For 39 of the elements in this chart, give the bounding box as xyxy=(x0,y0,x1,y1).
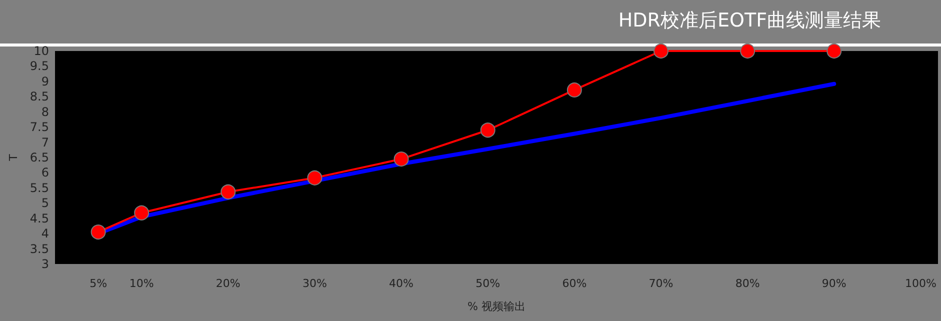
x-tick-label: 70% xyxy=(648,277,674,290)
x-tick-label: 60% xyxy=(562,277,587,290)
y-tick-label: 7 xyxy=(41,135,49,150)
x-tick-label: 30% xyxy=(302,277,327,290)
y-tick-label: 6 xyxy=(41,166,49,180)
point xyxy=(653,44,668,58)
y-tick-label: 8.5 xyxy=(30,90,49,104)
point xyxy=(566,82,582,98)
y-tick-label: 5.5 xyxy=(30,180,49,195)
y-tick-label: 8 xyxy=(41,104,49,119)
x-tick-label: 50% xyxy=(476,277,500,290)
y-tick-label: 3.5 xyxy=(30,242,49,256)
x-tick-label: 90% xyxy=(822,277,846,290)
point xyxy=(90,224,106,240)
chart-title: HDR校准后EOTF曲线测量结果 xyxy=(618,10,882,32)
y-tick-label: 10 xyxy=(34,44,49,58)
point xyxy=(394,152,409,167)
y-tick-label: 7.5 xyxy=(30,120,49,134)
y-axis-title: T xyxy=(7,154,20,162)
point xyxy=(134,205,150,220)
x-tick-label: 5% xyxy=(90,277,108,290)
y-tick-label: 4 xyxy=(41,226,49,241)
point xyxy=(740,44,756,58)
y-tick-label: 4.5 xyxy=(30,211,49,226)
x-tick-label: 100% xyxy=(904,277,936,290)
x-tick-label: 80% xyxy=(735,277,760,290)
point xyxy=(307,170,322,186)
y-tick-label: 5 xyxy=(41,196,49,210)
point xyxy=(220,184,236,200)
x-tick-label: 40% xyxy=(389,277,414,290)
x-tick-label: 10% xyxy=(129,277,154,290)
y-tick-label: 6.5 xyxy=(30,150,49,164)
x-axis-title: % 视频输出 xyxy=(468,300,526,313)
point xyxy=(480,122,496,138)
x-tick-label: 20% xyxy=(216,277,240,290)
y-tick-label: 9 xyxy=(41,74,49,88)
point xyxy=(826,44,842,58)
y-tick-label: 3 xyxy=(41,257,49,271)
y-tick-label: 9.5 xyxy=(30,59,49,74)
